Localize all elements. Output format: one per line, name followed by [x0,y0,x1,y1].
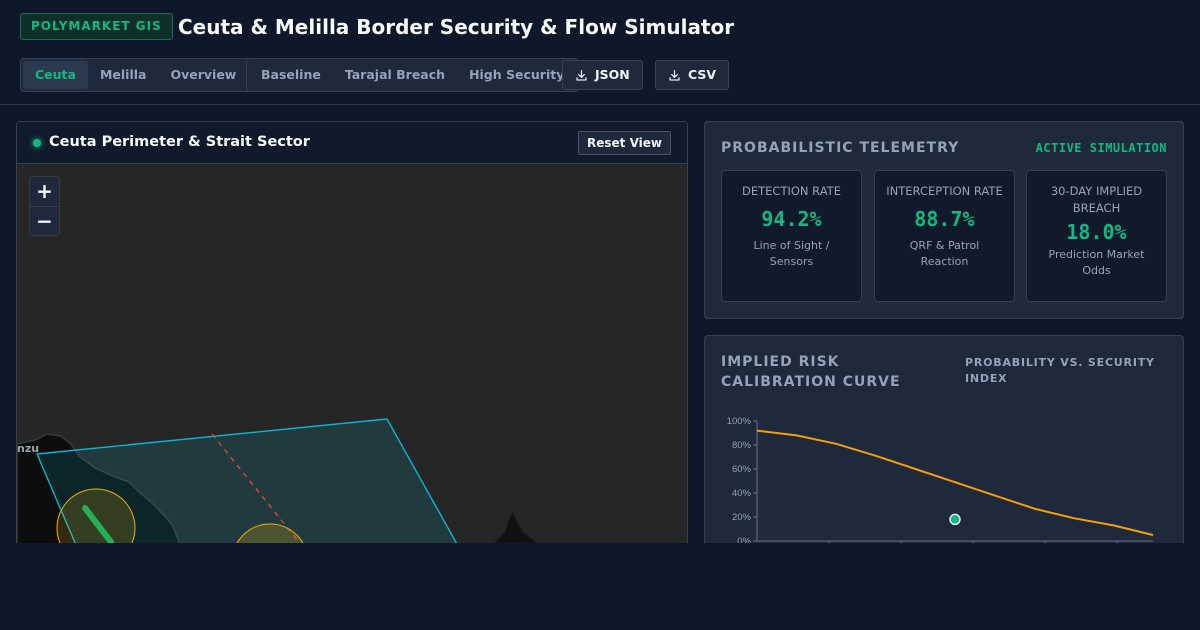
tab-melilla[interactable]: Melilla [99,67,147,82]
download-csv-button[interactable]: CSV [655,60,730,90]
map-place-label: nzu [17,442,40,455]
metric-label: INTERCEPTION RATE [886,184,1003,198]
map-title: Ceuta Perimeter & Strait Sector [49,134,310,150]
metric-subtitle: Prediction Market Odds [1048,248,1145,277]
tab-ceuta[interactable]: Ceuta [23,61,88,89]
zoom-control: + − [29,176,60,236]
map-layer [17,418,546,550]
scenario-tarajal-breach[interactable]: Tarajal Breach [344,67,446,82]
scenario-baseline[interactable]: Baseline [261,67,321,82]
y-tick-label: 0% [737,536,751,547]
tab-overview[interactable]: Overview [170,67,237,82]
download-json-label: JSON [595,67,630,82]
y-tick-label: 60% [732,464,752,475]
download-icon [576,69,587,81]
series-line [756,429,1154,536]
metric-value: 94.2% [761,207,822,231]
map-header: Ceuta Perimeter & Strait Sector Reset Vi… [17,122,687,164]
page-background [0,543,1200,630]
download-json-button[interactable]: JSON [562,60,643,90]
zoom-out-button[interactable]: − [30,206,59,235]
curve-subtitle: PROBABILITY VS. SECURITY INDEX [965,356,1155,385]
metric-subtitle: QRF & Patrol Reaction [909,239,980,268]
current-position-marker [949,513,961,526]
patrol-route-line [82,505,114,545]
scenario-tab-group: Baseline Tarajal Breach High Security [246,58,580,92]
telemetry-panel: PROBABILISTIC TELEMETRY ACTIVE SIMULATIO… [704,121,1184,319]
metric-label: DETECTION RATE [742,184,841,198]
page-title: Ceuta & Melilla Border Security & Flow S… [178,15,735,39]
y-tick-label: 20% [732,512,752,523]
metric-label: 30-DAY IMPLIED BREACH [1050,184,1143,215]
y-tick-label: 80% [732,440,752,451]
brand-badge: POLYMARKET GIS [20,13,173,40]
download-csv-label: CSV [688,67,717,82]
calibration-chart: 100% 80% 60% 40% 20% 0% [727,416,1154,547]
metric-card-interception: INTERCEPTION RATE 88.7% QRF & Patrol Rea… [874,170,1015,302]
live-status-dot [33,139,41,147]
metric-card-detection: DETECTION RATE 94.2% Line of Sight / Sen… [721,170,862,302]
metric-value: 18.0% [1066,220,1127,244]
metric-value: 88.7% [914,207,975,231]
reset-view-button[interactable]: Reset View [578,131,671,155]
y-tick-label: 40% [732,488,752,499]
app-header: POLYMARKET GIS Ceuta & Melilla Border Se… [0,0,1200,105]
map-panel: Ceuta Perimeter & Strait Sector Reset Vi… [16,121,688,551]
region-tab-group: Ceuta Melilla Overview [20,58,252,92]
telemetry-title: PROBABILISTIC TELEMETRY [721,140,960,156]
calibration-curve-panel: IMPLIED RISK CALIBRATION CURVE PROBABILI… [704,335,1184,565]
curve-title: IMPLIED RISK CALIBRATION CURVE [721,354,901,390]
download-icon [669,69,680,81]
scenario-high-security[interactable]: High Security [469,67,565,82]
simulation-status-badge: ACTIVE SIMULATION [1035,141,1167,155]
metric-card-breach: 30-DAY IMPLIED BREACH 18.0% Prediction M… [1026,170,1167,302]
map-canvas[interactable]: nzu + − [17,164,687,550]
y-tick-label: 100% [727,416,752,427]
metric-subtitle: Line of Sight / Sensors [753,239,830,268]
zoom-in-button[interactable]: + [36,179,53,203]
